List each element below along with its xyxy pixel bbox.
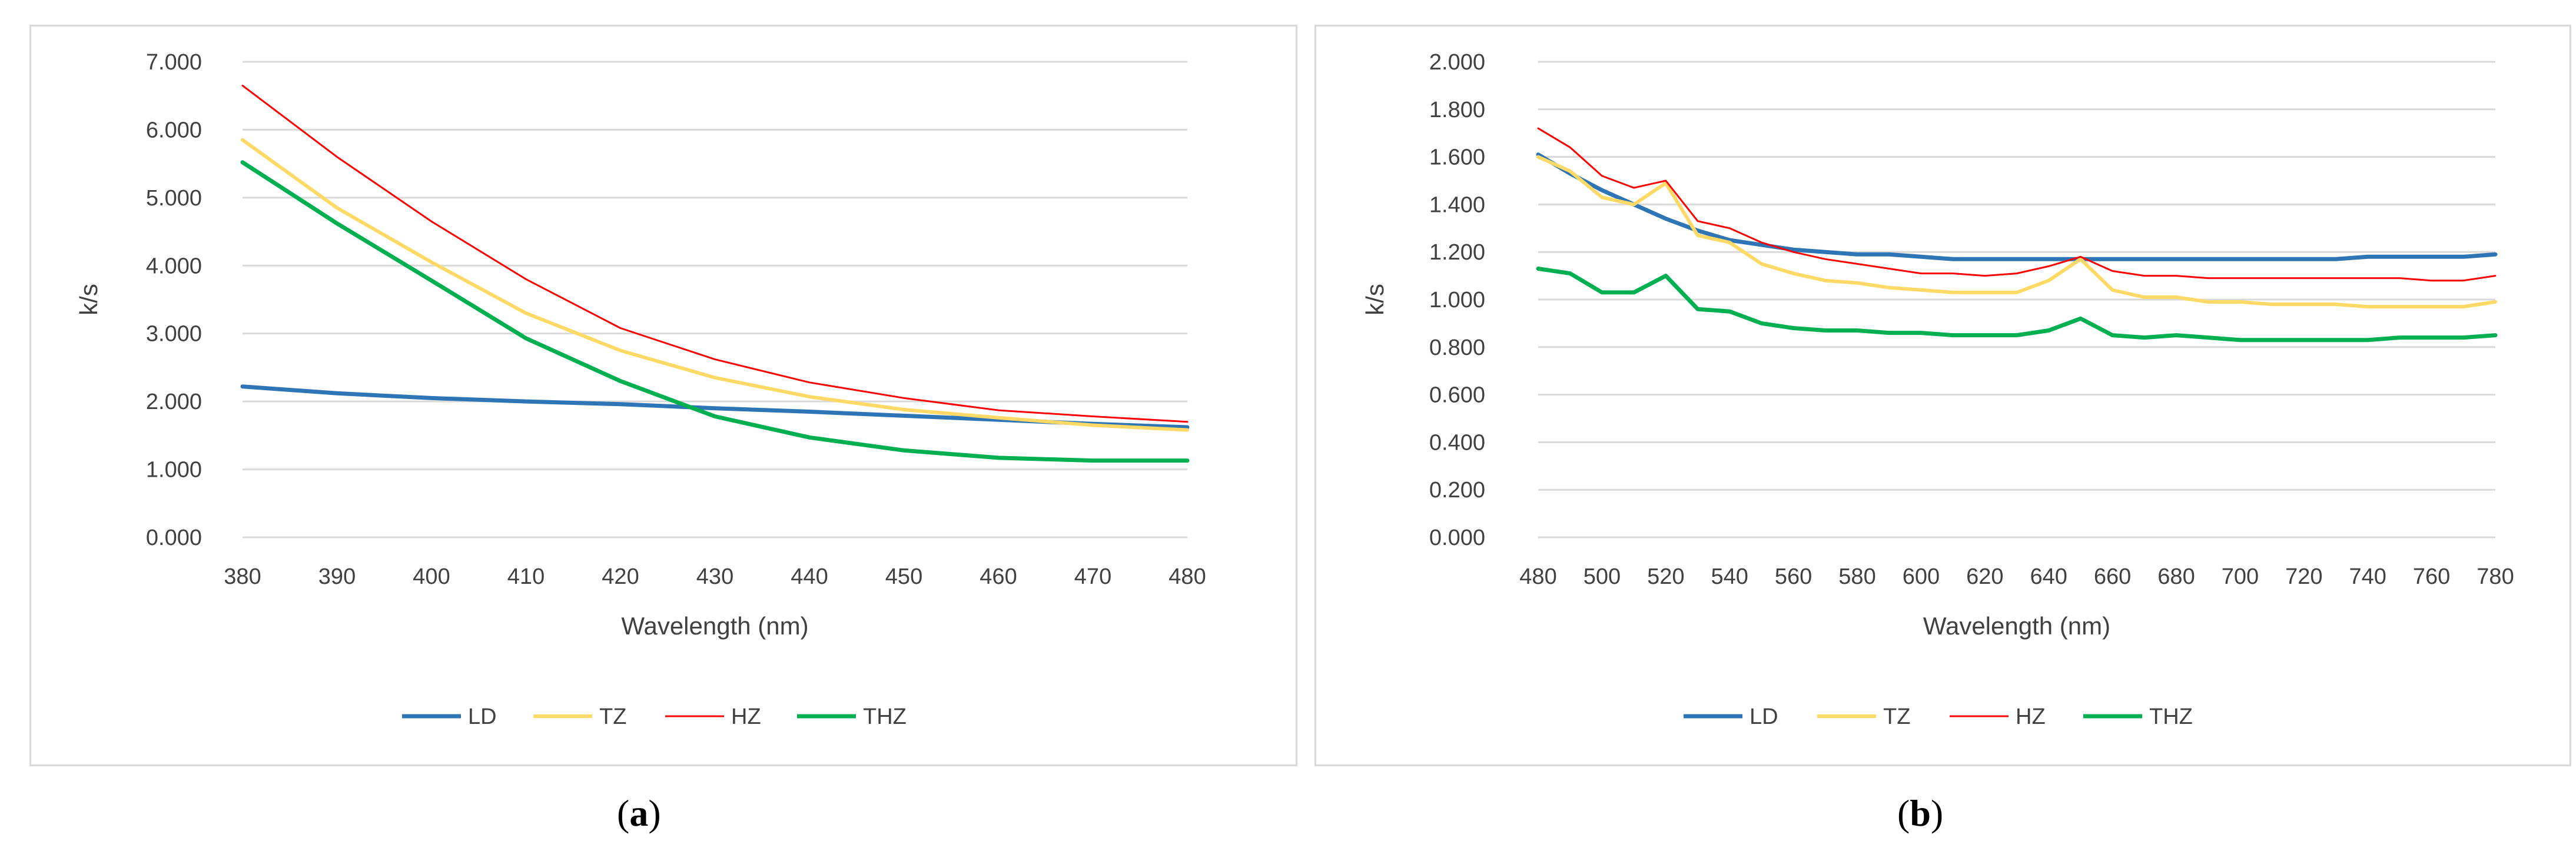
chart-b-y-tick-label: 1.200 xyxy=(1429,240,1485,265)
chart-b-x-tick-label: 680 xyxy=(2157,564,2195,589)
chart-a-x-tick-label: 400 xyxy=(413,564,450,589)
chart-b-series-thz-line xyxy=(1536,267,2498,343)
chart-a-series-thz-line xyxy=(240,160,1190,463)
chart-a-x-axis-title: Wavelength (nm) xyxy=(621,612,808,640)
chart-b-legend-label-thz: THZ xyxy=(2149,704,2193,729)
chart-b-series-tz-line xyxy=(1536,155,2497,309)
chart-b-y-tick-label: 0.800 xyxy=(1429,335,1485,360)
chart-a-x-tick-label: 480 xyxy=(1169,564,1206,589)
chart-a-series-tz-line xyxy=(241,138,1189,432)
chart-b-x-tick-label: 640 xyxy=(2030,564,2067,589)
chart-b-x-tick-label: 580 xyxy=(1838,564,1875,589)
chart-a-legend-label-hz: HZ xyxy=(731,704,761,729)
chart-b-x-axis-title: Wavelength (nm) xyxy=(1923,612,2110,640)
chart-b-y-tick-label: 2.000 xyxy=(1429,50,1485,75)
chart-b-x-tick-label: 720 xyxy=(2285,564,2322,589)
chart-a-series-hz-line xyxy=(241,84,1189,423)
panel-label-b: (b) xyxy=(1897,792,1944,834)
chart-a-legend-label-thz: THZ xyxy=(863,704,907,729)
chart-a-y-tick-label: 0.000 xyxy=(146,526,202,550)
chart-b-y-tick-label: 0.200 xyxy=(1429,478,1485,503)
chart-b-x-tick-label: 740 xyxy=(2349,564,2386,589)
chart-b-x-tick-label: 540 xyxy=(1711,564,1748,589)
chart-b-y-tick-label: 0.600 xyxy=(1429,383,1485,408)
chart-a-x-tick-label: 380 xyxy=(224,564,261,589)
chart-b-legend-label-ld: LD xyxy=(1750,704,1778,729)
chart-a-y-tick-label: 4.000 xyxy=(146,254,202,278)
chart-b-y-tick-label: 1.800 xyxy=(1429,98,1485,122)
chart-a-x-tick-label: 470 xyxy=(1074,564,1111,589)
chart-a-y-tick-label: 5.000 xyxy=(146,186,202,211)
chart-b-y-tick-label: 1.400 xyxy=(1429,192,1485,217)
chart-a-y-tick-label: 2.000 xyxy=(146,390,202,414)
chart-b-x-tick-label: 560 xyxy=(1775,564,1812,589)
chart-b-x-tick-label: 660 xyxy=(2094,564,2131,589)
chart-a-y-tick-label: 6.000 xyxy=(146,118,202,142)
chart-b-legend-label-tz: TZ xyxy=(1883,704,1910,729)
chart-a-x-tick-label: 420 xyxy=(602,564,639,589)
chart-a-x-tick-label: 450 xyxy=(885,564,922,589)
chart-b-series-ld-line xyxy=(1536,152,2498,261)
chart-a-y-tick-label: 1.000 xyxy=(146,458,202,483)
chart-b-y-axis-title: k/s xyxy=(1361,284,1389,315)
chart-b-x-tick-label: 520 xyxy=(1647,564,1684,589)
chart-b-x-tick-label: 700 xyxy=(2222,564,2259,589)
chart-a-y-tick-label: 7.000 xyxy=(146,50,202,75)
chart-a-legend-label-tz: TZ xyxy=(599,704,626,729)
chart-b-y-tick-label: 0.400 xyxy=(1429,430,1485,455)
chart-a-x-tick-label: 460 xyxy=(980,564,1017,589)
chart-a-y-tick-label: 3.000 xyxy=(146,322,202,347)
chart-b-x-tick-label: 500 xyxy=(1584,564,1621,589)
chart-b-x-tick-label: 600 xyxy=(1903,564,1940,589)
chart-b-y-tick-label: 1.600 xyxy=(1429,145,1485,170)
chart-a-legend-label-ld: LD xyxy=(468,704,497,729)
chart-b-legend-label-hz: HZ xyxy=(2016,704,2046,729)
chart-b-x-tick-label: 760 xyxy=(2413,564,2450,589)
chart-b-series-hz-line xyxy=(1537,127,2497,282)
chart-b-x-tick-label: 780 xyxy=(2477,564,2514,589)
chart-a-x-tick-label: 390 xyxy=(318,564,356,589)
chart-a-x-tick-label: 410 xyxy=(507,564,545,589)
chart-a-x-tick-label: 440 xyxy=(791,564,828,589)
chart-b-x-tick-label: 480 xyxy=(1519,564,1556,589)
panel-label-a: (a) xyxy=(617,792,661,834)
chart-b-y-tick-label: 0.000 xyxy=(1429,526,1485,550)
chart-b-x-tick-label: 620 xyxy=(1966,564,2003,589)
chart-a-y-axis-title: k/s xyxy=(75,284,102,315)
chart-b-y-tick-label: 1.000 xyxy=(1429,288,1485,313)
chart-a-x-tick-label: 430 xyxy=(696,564,733,589)
